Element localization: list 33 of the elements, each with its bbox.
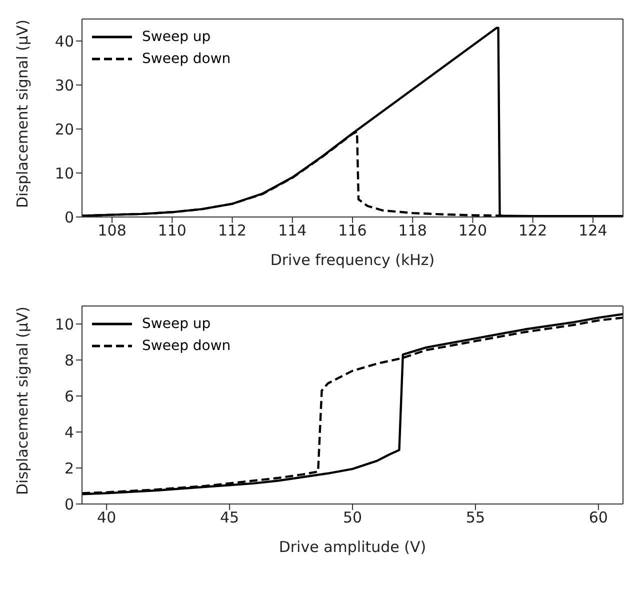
y-axis-title: Displacement signal (μV) xyxy=(13,306,32,495)
x-tick-label: 120 xyxy=(458,222,488,240)
y-tick-label: 6 xyxy=(64,387,74,406)
y-tick-label: 40 xyxy=(54,32,74,50)
x-tick-label: 124 xyxy=(578,222,608,240)
y-tick-label: 10 xyxy=(54,315,74,334)
legend-label: Sweep up xyxy=(142,315,211,334)
x-tick-label: 45 xyxy=(220,508,240,527)
x-tick-label: 118 xyxy=(398,222,427,240)
x-tick-label: 114 xyxy=(278,222,307,240)
y-tick-label: 4 xyxy=(64,423,74,442)
x-tick-label: 40 xyxy=(97,508,116,527)
x-tick-label: 116 xyxy=(338,222,367,240)
legend-label: Sweep up xyxy=(142,28,211,47)
y-tick-label: 0 xyxy=(64,208,74,226)
legend-label: Sweep down xyxy=(142,337,231,356)
x-tick-label: 110 xyxy=(158,222,186,240)
x-tick-label: 50 xyxy=(342,508,362,527)
x-tick-label: 60 xyxy=(588,508,608,527)
x-tick-label: 112 xyxy=(218,222,247,240)
y-axis-title: Displacement signal (μV) xyxy=(13,19,32,208)
y-tick-label: 30 xyxy=(54,76,74,94)
y-tick-label: 2 xyxy=(64,459,74,478)
x-axis-title: Drive frequency (kHz) xyxy=(270,251,435,269)
x-axis-title: Drive amplitude (V) xyxy=(278,538,426,556)
x-tick-label: 108 xyxy=(98,222,126,240)
y-tick-label: 0 xyxy=(64,495,74,514)
x-tick-label: 55 xyxy=(466,508,485,527)
y-tick-label: 20 xyxy=(54,120,74,138)
y-tick-label: 10 xyxy=(54,164,74,182)
x-tick-label: 122 xyxy=(518,222,548,240)
legend-label: Sweep down xyxy=(142,50,231,69)
y-tick-label: 8 xyxy=(64,351,74,370)
